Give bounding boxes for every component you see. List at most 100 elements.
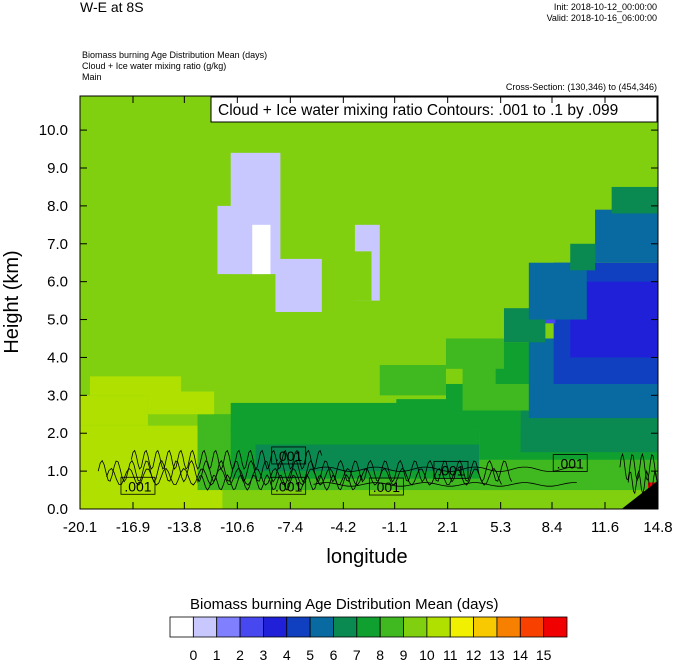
colorbar: 0 1 2 3 4 5 6 7 8 9 10 11 12 13 14 15 [169,616,568,663]
colorbar-label: 13 [489,647,505,663]
x-tick-label: 11.6 [591,519,619,536]
contour-label: .001 [437,462,464,478]
init-valid-times: Init: 2018-10-12_00:00:00 Valid: 2018-10… [547,2,657,24]
contour-label: .001 [275,448,302,464]
colorbar-label: 9 [400,647,408,663]
plot-frame [79,95,659,510]
y-tick-label: 7.0 [47,236,68,253]
colorbar-label: 14 [513,647,529,663]
x-axis: -20.1 -16.9 -13.8 -10.6 -7.4 -4.2 -1.1 2.1 5.3 8.… [63,96,673,536]
colorbar-swatch [496,616,521,638]
y-tick-label: 3.0 [47,387,68,404]
contour-label: .001 [373,479,400,495]
y-tick-label: 1.0 [47,463,68,480]
heatmap-cell [379,365,447,396]
x-tick-label: -4.2 [330,519,356,536]
heatmap-cell [595,209,658,263]
cross-section-label: Cross-Section: (130,346) to (454,346) [505,82,657,92]
x-tick-label: -7.4 [277,519,303,536]
heatmap-cell [89,376,182,396]
x-tick-label: -16.9 [116,519,150,536]
colorbar-swatch [309,616,334,638]
init-time: Init: 2018-10-12_00:00:00 [553,2,657,12]
heatmap-cell [346,251,372,301]
heatmap-cell [275,258,322,312]
contour-label-box [368,477,404,496]
heatmap-cell [80,490,223,509]
contour-legend-box: Cloud + Ice water mixing ratio Contours:… [210,96,658,123]
contour-label: .001 [275,478,302,494]
colorbar-swatch [449,616,474,638]
y-tick-label: 4.0 [47,349,68,366]
x-tick-label: 2.1 [437,519,458,536]
colorbar-swatch [426,616,451,638]
colorbar-label: 0 [189,647,197,663]
x-tick-label: 14.8 [643,519,672,536]
x-tick-label: 5.3 [490,519,511,536]
colorbar-swatch [333,616,358,638]
x-tick-label: -1.1 [382,519,408,536]
x-tick-label: -10.6 [220,519,254,536]
x-axis-label: longitude [326,546,407,568]
colorbar-swatch [286,616,311,638]
colorbar-swatch [239,616,264,638]
contour-label-box [271,446,307,465]
colorbar-swatch [519,616,545,638]
colorbar-swatch [403,616,428,638]
y-axis-label: Height (km) [1,250,23,353]
colorbar-swatch [543,616,568,638]
heatmap-cell [80,395,148,426]
colorbar-label: 11 [443,647,458,663]
colorbar-swatch [379,616,404,638]
contour-label-box [271,476,307,495]
heatmap-cell [446,338,504,369]
contour-line [106,467,502,486]
colorbar-label: 3 [260,647,268,663]
heatmap-cell [611,186,658,214]
contour-lines [97,449,658,496]
colorbar-label: 15 [536,647,552,663]
heatmap-cell [252,224,271,275]
heatmap-cell [147,391,215,415]
colorbar-swatch [473,616,498,638]
contour-line [130,449,323,470]
colorbar-label: 4 [283,647,291,663]
y-tick-label: 2.0 [47,425,68,442]
y-tick-label: 8.0 [47,198,68,215]
heatmap-cell [570,243,596,271]
valid-time: Valid: 2018-10-16_06:00:00 [546,13,657,23]
colorbar-label: 12 [466,647,482,663]
plot-title: W-E at 8S [80,0,144,15]
field-description: Biomass burning Age Distribution Mean (d… [82,50,267,83]
colorbar-label: 5 [306,647,314,663]
colorbar-label: 2 [236,647,244,663]
heatmap-cell [528,262,587,320]
colorbar-label: 8 [376,647,384,663]
field-contour-name: Cloud + Ice water mixing ratio (g/kg) [82,61,227,71]
colorbar-label: 10 [419,647,435,663]
colorbar-swatch [169,616,194,638]
colorbar-swatch [356,616,381,638]
heatmap-cells [80,96,658,509]
contour-line [619,452,658,482]
colorbar-label: 6 [330,647,338,663]
contour-line [627,469,658,496]
contour-label: .001 [557,456,584,472]
y-tick-label: 0.0 [47,501,68,518]
colorbar-label: 1 [213,647,221,663]
contour-label-box [552,454,588,472]
contour-legend-text: Cloud + Ice water mixing ratio Contours:… [218,102,618,119]
y-tick-label: 5.0 [47,312,68,329]
x-tick-label: -20.1 [63,519,97,536]
contour-label: .001 [124,478,151,494]
y-axis: 0.0 1.0 2.0 3.0 4.0 5.0 6.0 7.0 8.0 9.0 10.0 [39,122,658,518]
contour-line [197,474,363,491]
y-tick-label: 6.0 [47,274,68,291]
field-domain: Main [82,72,102,82]
y-tick-label: 10.0 [39,122,68,139]
colorbar-swatch [192,616,218,638]
contour-label-box [120,476,156,495]
x-tick-label: 8.4 [542,519,563,536]
contour-labels: .001 .001 .001 .001 .001 .001 [120,446,588,496]
